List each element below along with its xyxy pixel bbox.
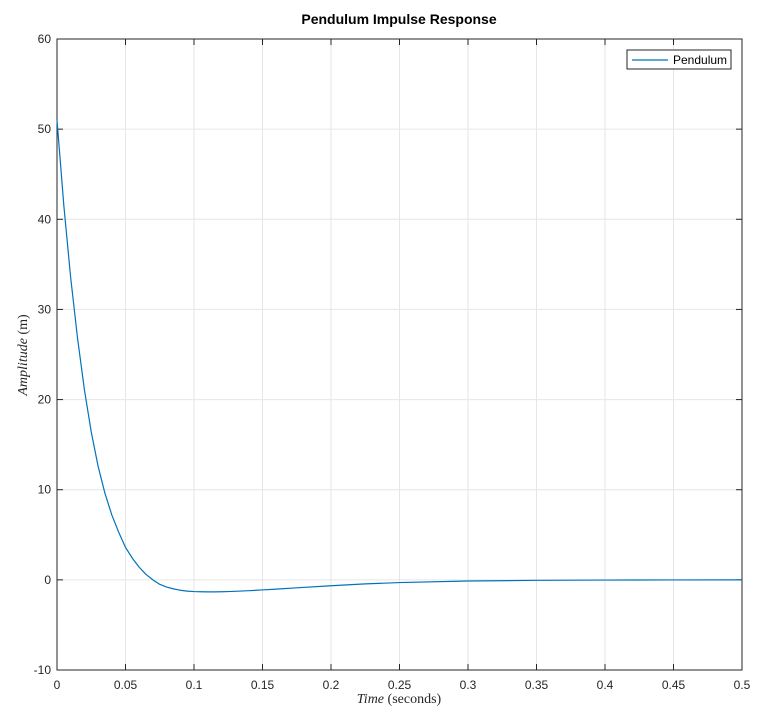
- x-axis-label-units: (seconds): [384, 692, 441, 707]
- series-line-pendulum: [56, 120, 743, 593]
- y-tick-label: 20: [38, 393, 52, 407]
- x-tick-label: 0.2: [323, 678, 340, 692]
- y-tick-label: -10: [34, 663, 52, 677]
- y-tick-label: 10: [38, 483, 52, 497]
- y-axis-label-units: (m): [16, 314, 31, 338]
- x-tick-label: 0.4: [597, 678, 614, 692]
- legend-box: [626, 49, 732, 70]
- x-axis-label: Time (seconds): [357, 692, 442, 707]
- x-tick-label: 0.45: [662, 678, 686, 692]
- y-tick-label: 0: [44, 573, 51, 587]
- x-tick-label: 0.25: [388, 678, 412, 692]
- legend-label-pendulum: Pendulum: [673, 53, 727, 67]
- x-tick-label: 0.05: [114, 678, 138, 692]
- series-layer: [56, 120, 743, 593]
- y-tick-label: 40: [38, 212, 52, 226]
- x-tick-label: 0: [54, 678, 61, 692]
- y-tick-label: 50: [38, 122, 52, 136]
- y-tick-label: 30: [38, 302, 52, 316]
- y-axis-label: Amplitude (m): [16, 314, 31, 397]
- x-tick-label: 0.35: [525, 678, 549, 692]
- x-axis-label-italic: Time: [357, 692, 384, 707]
- y-tick-labels: -10 0 10 20 30 40 50 60: [34, 32, 52, 677]
- y-axis-label-italic: Amplitude: [16, 338, 31, 397]
- x-tick-label: 0.3: [460, 678, 477, 692]
- x-tick-label: 0.5: [734, 678, 751, 692]
- x-tick-label: 0.1: [186, 678, 203, 692]
- x-tick-label: 0.15: [251, 678, 275, 692]
- chart-title: Pendulum Impulse Response: [301, 11, 496, 27]
- x-tick-labels: 0 0.05 0.1 0.15 0.2 0.25 0.3 0.35 0.4 0.45 0.5: [54, 678, 751, 692]
- axes: [56, 38, 743, 671]
- y-tick-label: 60: [38, 32, 52, 46]
- legend: Pendulum: [626, 49, 732, 70]
